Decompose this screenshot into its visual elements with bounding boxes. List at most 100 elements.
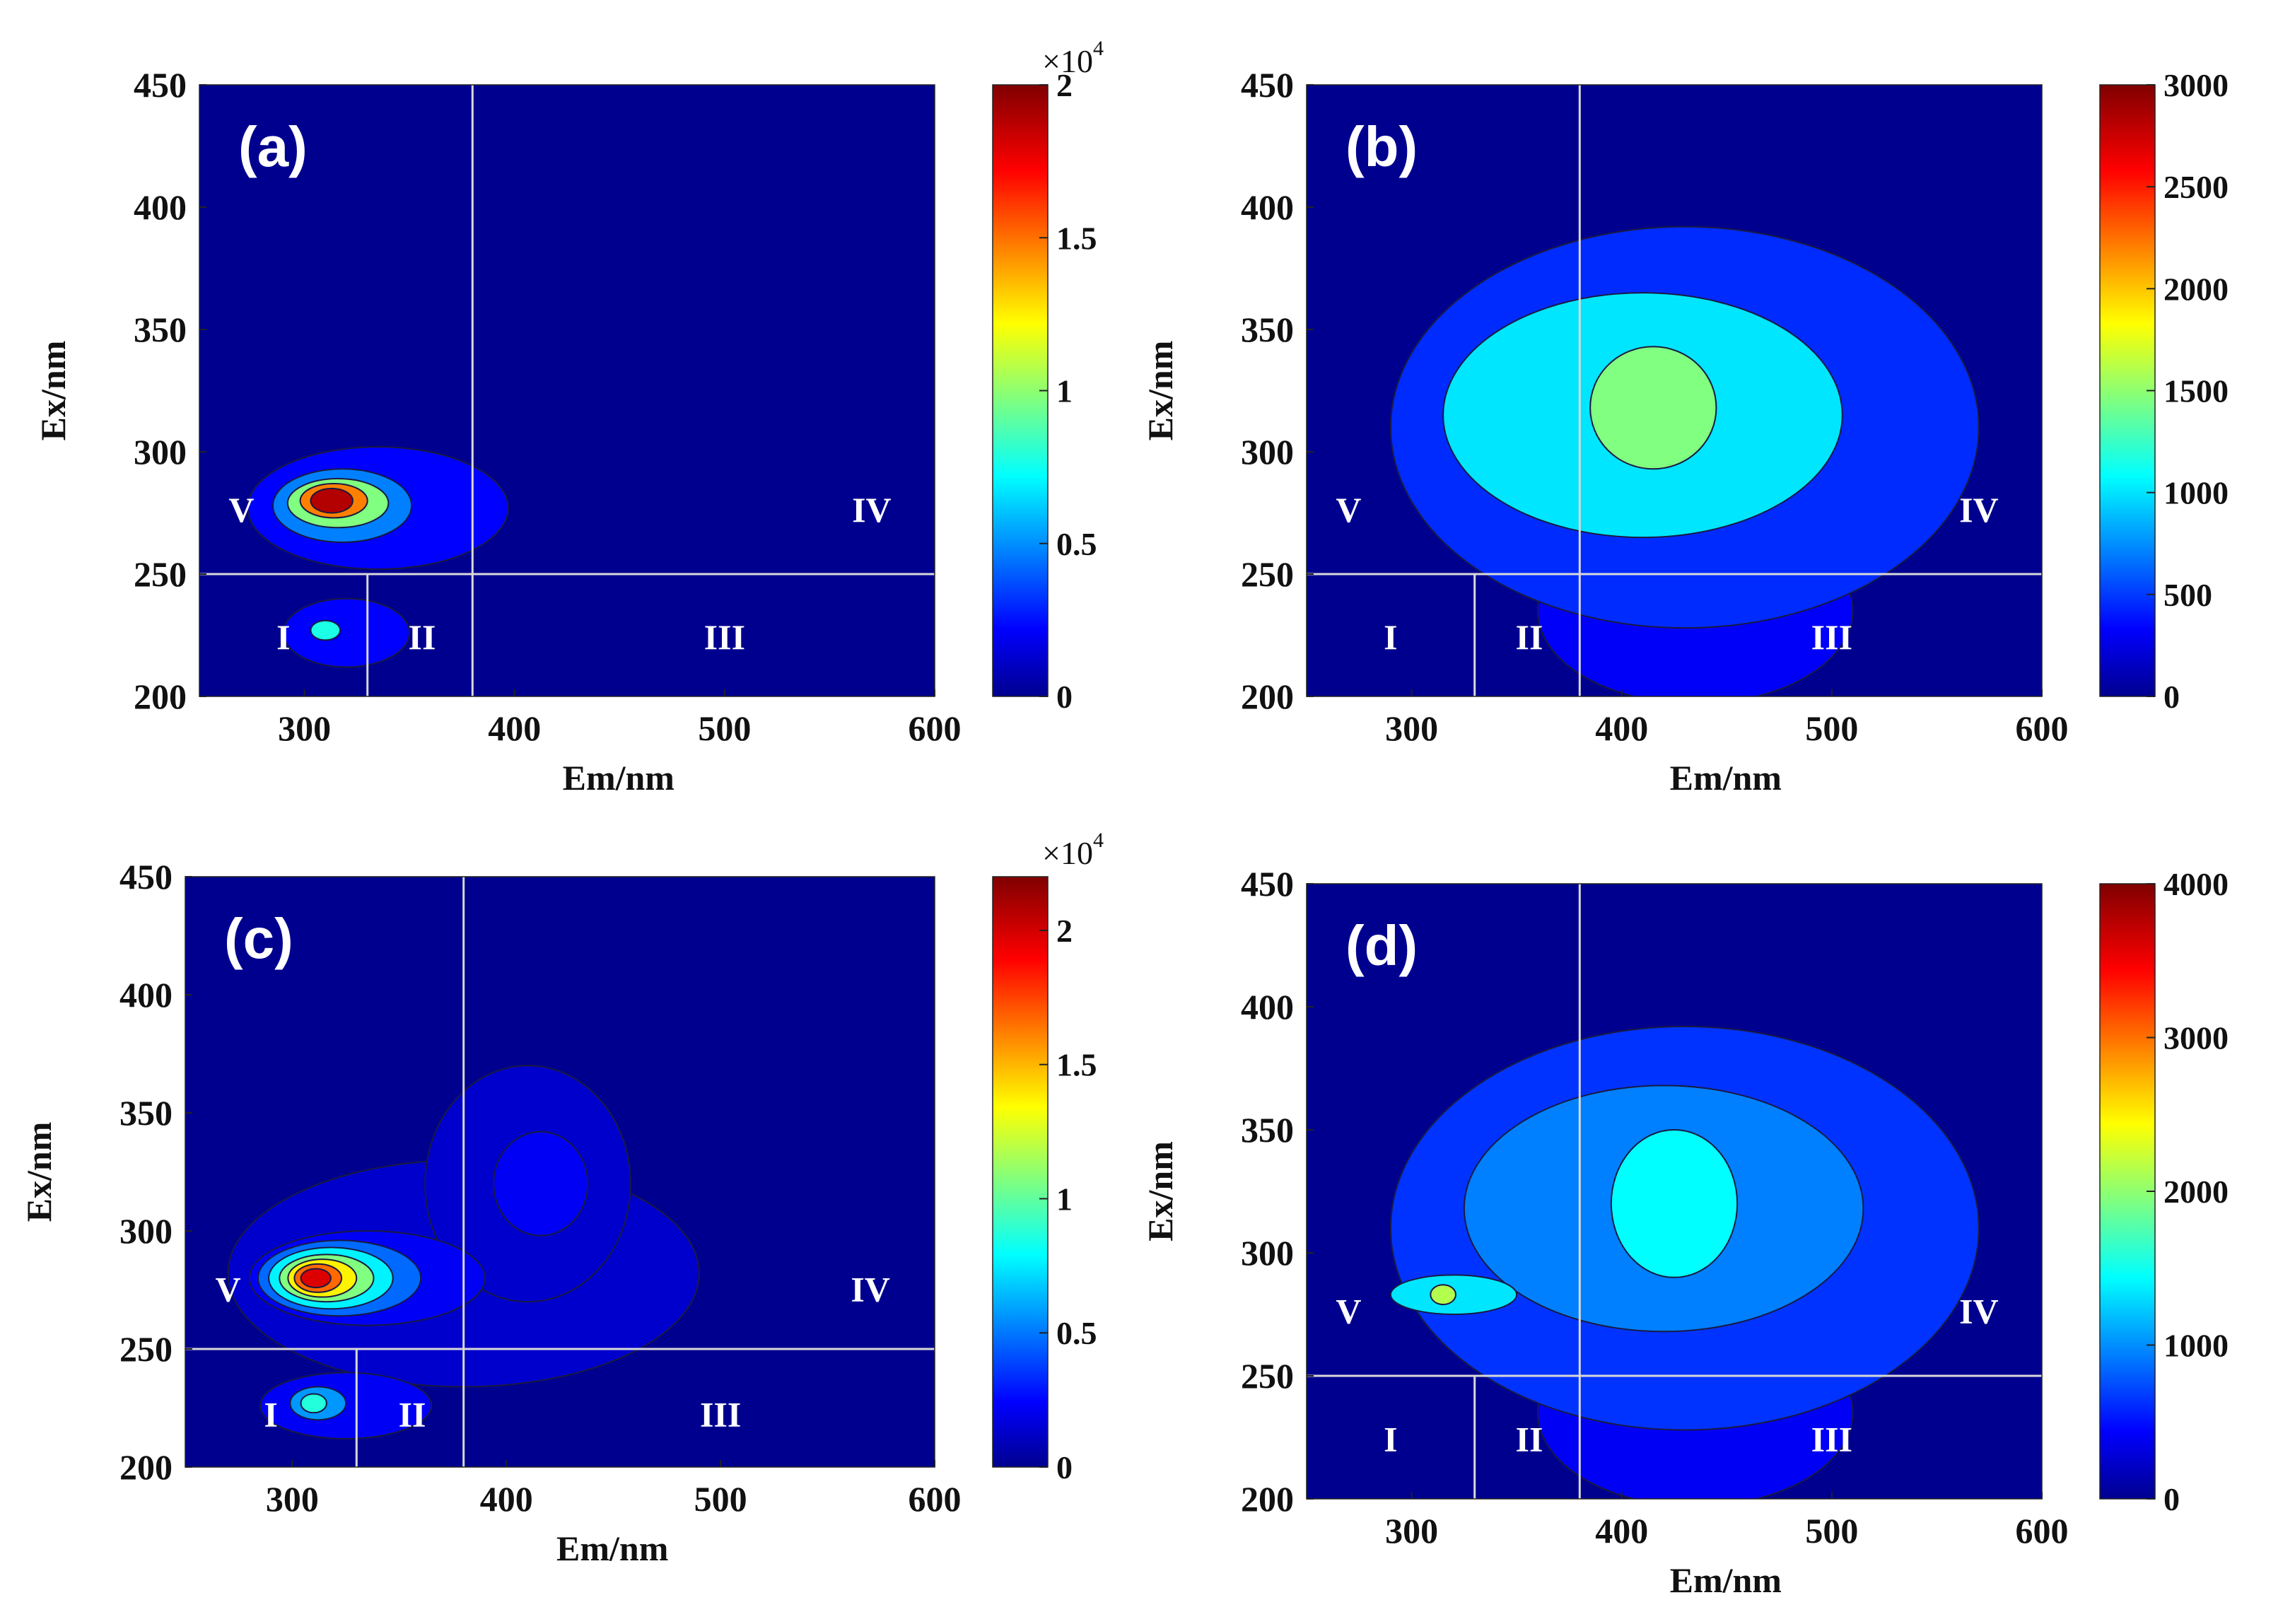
panel-label: (a) [238, 115, 308, 178]
y-tick-label: 400 [119, 975, 173, 1015]
contour-level [300, 1268, 332, 1289]
y-tick-label: 200 [1241, 677, 1294, 716]
y-tick-label: 200 [119, 1447, 173, 1487]
y-tick-label: 350 [1241, 310, 1294, 349]
y-tick-label: 300 [1241, 432, 1294, 472]
colorbar-tick-label: 0.5 [1056, 1315, 1097, 1351]
x-axis-label: Em/nm [563, 758, 675, 798]
colorbar [992, 84, 1049, 697]
contour-level [493, 1131, 589, 1237]
y-tick-label: 400 [134, 187, 187, 227]
plot-frame [1306, 883, 2043, 1500]
region-label: V [216, 1270, 241, 1309]
region-label: I [1384, 617, 1397, 657]
region-label: II [409, 617, 436, 657]
y-axis-label: Ex/nm [1140, 1141, 1180, 1242]
colorbar-tick-label: 2500 [2163, 169, 2229, 205]
x-tick-label: 500 [694, 1479, 747, 1519]
region-label: IV [852, 490, 892, 530]
x-tick-label: 600 [2016, 1511, 2069, 1550]
y-tick-label: 400 [1241, 187, 1294, 227]
y-tick-label: 300 [134, 432, 187, 472]
y-axis-label: Ex/nm [33, 341, 73, 441]
x-tick-label: 500 [698, 708, 751, 748]
region-label: I [276, 617, 290, 657]
x-axis-label: Em/nm [1670, 1560, 1782, 1600]
y-tick-label: 450 [134, 65, 187, 105]
x-tick-label: 400 [488, 708, 541, 748]
x-tick-label: 300 [1385, 1511, 1438, 1550]
y-tick-label: 450 [1241, 65, 1294, 105]
x-tick-label: 500 [1805, 708, 1858, 748]
colorbar [2099, 883, 2156, 1500]
y-tick-label: 450 [119, 857, 173, 896]
colorbar [2099, 84, 2156, 697]
x-tick-label: 600 [2016, 708, 2069, 748]
region-label: V [228, 490, 254, 530]
colorbar-tick-label: 1 [1056, 373, 1073, 409]
region-label: II [399, 1395, 426, 1435]
x-tick-label: 300 [1385, 708, 1438, 748]
colorbar-tick-label: 2000 [2163, 1174, 2229, 1210]
plot-area [199, 85, 935, 696]
region-label: IV [1959, 490, 1999, 530]
colorbar [992, 876, 1049, 1468]
plot-frame [1306, 84, 2043, 697]
y-tick-label: 400 [1241, 987, 1294, 1027]
colorbar-multiplier-exponent: 4 [1093, 829, 1104, 852]
x-tick-label: 500 [1805, 1511, 1858, 1550]
contour-level [310, 619, 341, 641]
colorbar-tick-label: 3000 [2163, 1020, 2229, 1056]
x-axis-label: Em/nm [1670, 758, 1782, 798]
colorbar-tick-label: 1500 [2163, 373, 2229, 409]
colorbar-tick-label: 0 [2163, 1481, 2180, 1517]
colorbar-tick-label: 1000 [2163, 475, 2229, 511]
contour-level [1589, 346, 1717, 470]
x-tick-label: 400 [1595, 708, 1648, 748]
colorbar-multiplier-exponent: 4 [1093, 37, 1104, 60]
colorbar-multiplier: ×10 [1042, 835, 1093, 871]
colorbar-tick-label: 1.5 [1056, 1047, 1097, 1083]
y-tick-label: 350 [1241, 1110, 1294, 1150]
colorbar-tick-label: 0.5 [1056, 526, 1097, 562]
region-label: II [1516, 617, 1543, 657]
contour-level [300, 1393, 327, 1414]
panel-label: (b) [1345, 115, 1418, 178]
region-label: III [1811, 617, 1852, 657]
colorbar-tick-label: 4000 [2163, 866, 2229, 902]
contour-group [247, 446, 509, 668]
y-tick-label: 300 [1241, 1233, 1294, 1273]
x-tick-label: 300 [266, 1479, 319, 1519]
y-tick-label: 250 [134, 554, 187, 594]
y-tick-label: 200 [1241, 1479, 1294, 1519]
region-label: IV [851, 1270, 890, 1309]
panel-label: (d) [1345, 914, 1418, 977]
colorbar-tick-label: 1.5 [1056, 220, 1097, 256]
x-axis-label: Em/nm [556, 1529, 668, 1568]
x-tick-label: 400 [480, 1479, 533, 1519]
y-tick-label: 300 [119, 1211, 173, 1251]
y-tick-label: 350 [119, 1093, 173, 1133]
colorbar-tick-label: 0 [1056, 1449, 1073, 1485]
contour-level [1610, 1129, 1739, 1278]
panel-label: (c) [224, 907, 293, 970]
colorbar-tick-label: 2 [1056, 913, 1073, 949]
x-tick-label: 600 [909, 1479, 962, 1519]
region-label: I [1384, 1419, 1397, 1459]
y-tick-label: 350 [134, 310, 187, 349]
region-label: V [1336, 1292, 1361, 1331]
colorbar-tick-label: 1 [1056, 1181, 1073, 1217]
x-tick-label: 300 [278, 708, 331, 748]
y-tick-label: 250 [119, 1329, 173, 1369]
region-label: I [264, 1395, 277, 1435]
plot-frame [199, 84, 935, 697]
contour-level [310, 487, 354, 514]
x-tick-label: 400 [1595, 1511, 1648, 1550]
contour-level [282, 597, 411, 668]
y-tick-label: 200 [134, 677, 187, 716]
region-label: V [1336, 490, 1361, 530]
